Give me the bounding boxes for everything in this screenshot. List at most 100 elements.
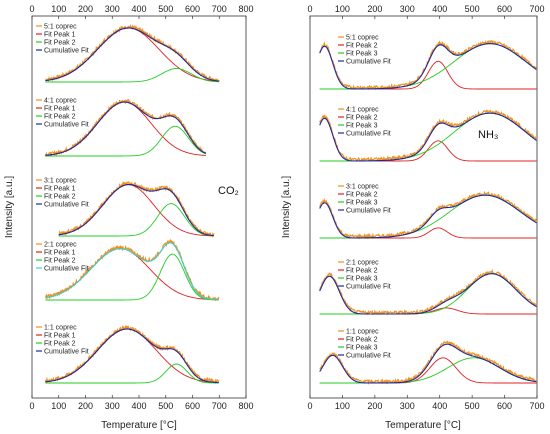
legend-entry: Cumulative Fit (44, 48, 89, 55)
x-tick-label-bottom: 600 (185, 401, 200, 411)
legend-entry: 2:1 coprec (346, 260, 379, 267)
x-tick-label-top: 100 (335, 4, 350, 14)
legend-entry: Fit Peak 2 (346, 43, 378, 50)
co2-x-ticks: 0 0 100 100 200 200 300 300 400 400 500 500 600 600 70… (29, 4, 253, 411)
cumulative-fit-curve (45, 101, 207, 156)
legend-entry: Fit Peak 3 (346, 51, 378, 58)
fit-peak-1-curve (58, 184, 214, 237)
x-tick-label-top: 700 (529, 4, 544, 14)
legend-entry: 1:1 coprec (346, 329, 379, 336)
x-tick-label-top: 200 (367, 4, 382, 14)
legend-entry: 2:1 coprec (44, 242, 77, 249)
experimental-curve (45, 24, 220, 83)
legend-entry: 4:1 coprec (346, 107, 379, 114)
x-tick-label-bottom: 300 (105, 401, 120, 411)
x-tick-label-top: 200 (78, 4, 93, 14)
legend-entry: Cumulative Fit (346, 59, 391, 66)
legend-entry: Fit Peak 1 (44, 333, 76, 340)
x-tick-label-bottom: 500 (465, 401, 480, 411)
nh3-gas-label: NH₃ (478, 129, 498, 141)
x-tick-label-bottom: 0 (307, 401, 312, 411)
nh3-y-axis-label: Intensity [a.u.] (281, 176, 292, 238)
co2-gas-label: CO₂ (218, 185, 239, 197)
cumulative-fit-curve (45, 27, 219, 82)
nh3-plot-frame (309, 15, 538, 399)
legend-entry: Fit Peak 3 (346, 345, 378, 352)
legend-entry: Fit Peak 2 (44, 258, 76, 265)
x-tick-label-top: 800 (238, 4, 253, 14)
legend-entry: Fit Peak 2 (346, 192, 378, 199)
x-tick-label-bottom: 500 (158, 401, 173, 411)
co2-y-axis-label: Intensity [a.u.] (4, 176, 15, 238)
legend-entry: Cumulative Fit (44, 202, 89, 209)
x-tick-label-top: 100 (51, 4, 66, 14)
fit-peak-2-curve (45, 363, 219, 384)
fit-peak-2-curve (319, 227, 537, 239)
x-tick-label-bottom: 0 (29, 401, 34, 411)
x-tick-label-top: 0 (29, 4, 34, 14)
legend-entry: Fit Peak 2 (44, 40, 76, 47)
x-tick-label-top: 0 (307, 4, 312, 14)
nh3-x-ticks: 0 0 100 100 200 200 300 300 400 400 500 500 600 600 70… (307, 4, 544, 411)
cumulative-fit-curve (45, 328, 219, 384)
cumulative-fit-curve (319, 112, 537, 162)
experimental-curve (44, 324, 220, 385)
x-tick-label-bottom: 200 (367, 401, 382, 411)
cumulative-fit-curve (319, 194, 537, 239)
co2-chart: 0 0 100 100 200 200 300 300 400 400 500 500 600 600 70… (4, 4, 254, 431)
legend-entry: Fit Peak 2 (44, 341, 76, 348)
legend-entry: Fit Peak 2 (346, 268, 378, 275)
legend-entry: Fit Peak 1 (44, 106, 76, 113)
legend-entry: Fit Peak 1 (44, 250, 76, 257)
x-tick-label-bottom: 100 (335, 401, 350, 411)
experimental-curve (319, 340, 538, 385)
cumulative-fit-curve (319, 273, 537, 315)
legend-entry: Fit Peak 3 (346, 276, 378, 283)
experimental-curve (319, 190, 538, 240)
legend-entry: Fit Peak 3 (346, 200, 378, 207)
x-tick-label-top: 600 (185, 4, 200, 14)
x-tick-label-bottom: 300 (400, 401, 415, 411)
cumulative-fit-curve (319, 43, 537, 90)
fit-peak-2-curve (319, 140, 537, 162)
legend-entry: Cumulative Fit (346, 353, 391, 360)
experimental-curve (58, 180, 215, 238)
cumulative-fit-curve (319, 343, 537, 384)
x-tick-label-top: 400 (131, 4, 146, 14)
x-tick-label-top: 700 (212, 4, 227, 14)
fit-peak-2-curve (45, 68, 219, 83)
x-tick-label-bottom: 600 (497, 401, 512, 411)
legend-entry: Fit Peak 2 (346, 115, 378, 122)
x-tick-label-top: 300 (105, 4, 120, 14)
legend-entry: Fit Peak 2 (44, 114, 76, 121)
fit-peak-2-curve (45, 125, 207, 157)
legend-entry: Cumulative Fit (346, 131, 391, 138)
x-tick-label-top: 500 (158, 4, 173, 14)
legend-entry: 1:1 coprec (44, 325, 77, 332)
x-tick-label-bottom: 400 (131, 401, 146, 411)
experimental-curve (319, 109, 538, 163)
x-tick-label-bottom: 800 (238, 401, 253, 411)
legend-entry: 4:1 coprec (44, 98, 77, 105)
legend-entry: Cumulative Fit (346, 208, 391, 215)
x-tick-label-top: 300 (400, 4, 415, 14)
x-tick-label-bottom: 200 (78, 401, 93, 411)
x-tick-label-bottom: 400 (432, 401, 447, 411)
legend-entry: 5:1 coprec (346, 35, 379, 42)
cumulative-fit-curve (58, 183, 214, 237)
nh3-x-axis-label: Temperature [°C] (385, 420, 461, 431)
legend-entry: Fit Peak 3 (346, 123, 378, 130)
legend-entry: Cumulative Fit (44, 122, 89, 129)
legend-entry: Fit Peak 2 (346, 337, 378, 344)
